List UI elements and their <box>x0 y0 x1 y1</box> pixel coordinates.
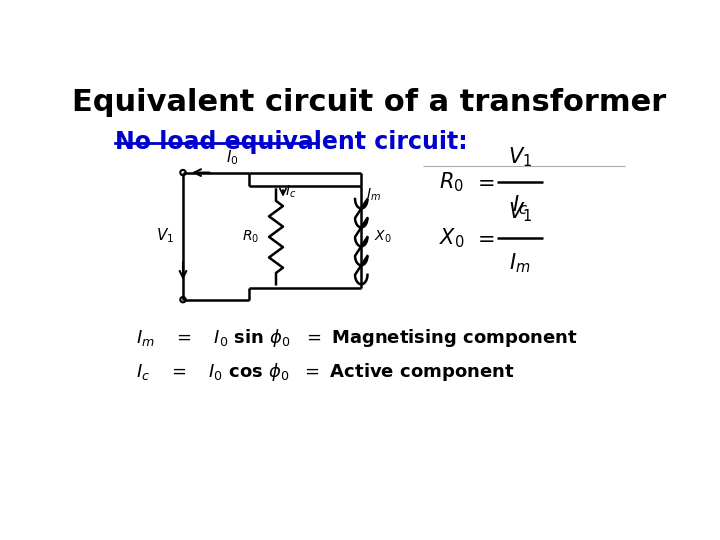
Text: $V_1$: $V_1$ <box>508 145 532 168</box>
Text: $X_0$: $X_0$ <box>438 226 464 250</box>
Text: $I_m$: $I_m$ <box>510 251 531 275</box>
Text: $R_0$: $R_0$ <box>242 229 259 245</box>
Text: $I_c$: $I_c$ <box>285 184 297 200</box>
Text: $=$: $=$ <box>473 172 495 192</box>
Text: $V_1$: $V_1$ <box>156 227 174 246</box>
Text: $I_m$: $I_m$ <box>366 187 381 203</box>
Text: $I_c$: $I_c$ <box>512 193 528 217</box>
Text: $=$: $=$ <box>473 228 495 248</box>
Text: $I_0$: $I_0$ <box>225 148 238 167</box>
Text: $X_0$: $X_0$ <box>374 229 391 245</box>
Text: No load equivalent circuit:: No load equivalent circuit: <box>114 130 467 154</box>
Text: $R_0$: $R_0$ <box>438 170 464 194</box>
Text: $I_m$   $=$   $I_0$ sin $\phi_0$  $=$ Magnetising component: $I_m$ $=$ $I_0$ sin $\phi_0$ $=$ Magneti… <box>137 327 578 349</box>
Text: $V_1$: $V_1$ <box>508 200 532 224</box>
Text: Equivalent circuit of a transformer: Equivalent circuit of a transformer <box>72 88 666 117</box>
Text: $I_c$   $=$   $I_0$ cos $\phi_0$  $=$ Active component: $I_c$ $=$ $I_0$ cos $\phi_0$ $=$ Active … <box>137 361 515 383</box>
